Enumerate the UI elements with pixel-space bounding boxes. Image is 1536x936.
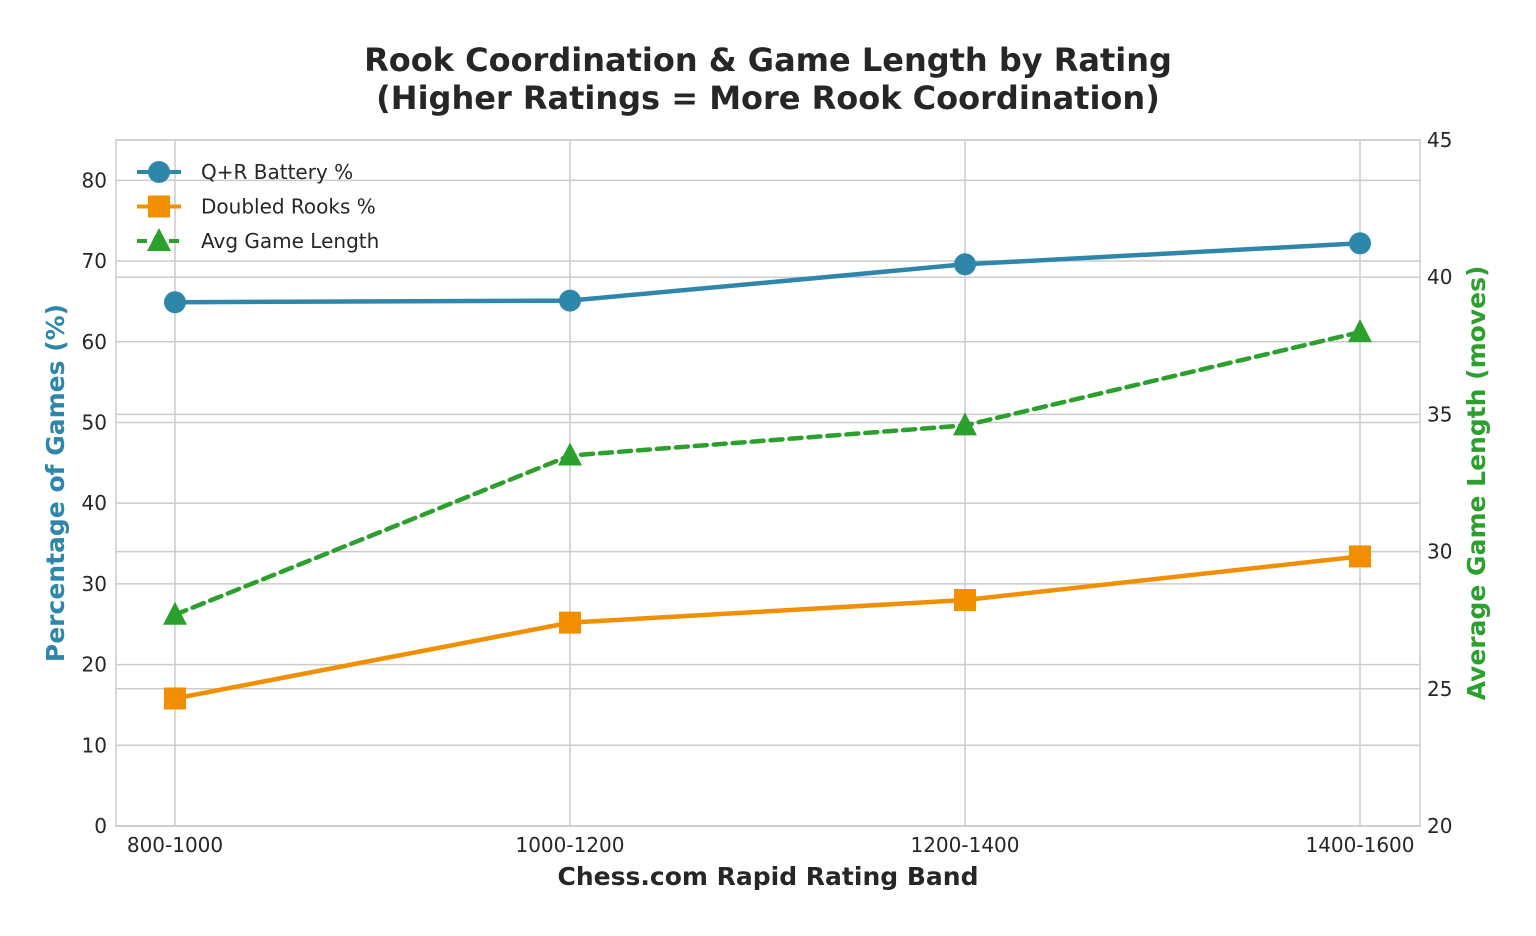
data-point-circle [1349, 232, 1371, 255]
y-tick-label-right: 35 [1427, 402, 1452, 426]
data-point-square [559, 611, 581, 634]
y-tick-label-right: 40 [1427, 265, 1452, 289]
y-tick-label-left: 30 [82, 572, 107, 596]
data-point-circle [954, 253, 976, 276]
y-tick-label-left: 80 [82, 168, 107, 192]
y-tick-label-left: 50 [82, 410, 107, 434]
legend-label: Doubled Rooks % [201, 195, 376, 219]
y-tick-label-right: 20 [1427, 814, 1452, 838]
data-point-triangle [953, 412, 977, 436]
legend-label: Avg Game Length [201, 229, 379, 253]
data-point-square [164, 687, 186, 710]
y-tick-label-right: 25 [1427, 677, 1452, 701]
legend: Q+R Battery % Doubled Rooks % Avg Game Len… [137, 160, 379, 253]
legend-marker-square [148, 195, 170, 218]
chart-subtitle: (Higher Ratings = More Rook Coordination… [376, 79, 1160, 117]
x-tick-label: 1000-1200 [515, 833, 624, 857]
y-tick-label-left: 70 [82, 249, 107, 273]
chart-title: Rook Coordination & Game Length by Ratin… [364, 41, 1172, 79]
plot-frame [115, 139, 1421, 827]
data-point-square [954, 589, 976, 612]
series-line [172, 329, 1363, 617]
legend-marker-triangle [147, 228, 171, 251]
tick-labels: 0 10 20 30 40 50 60 70 80 20 25 30 35 40 45 800-1000 100… [82, 128, 1453, 857]
y-tick-label-right: 30 [1427, 540, 1452, 564]
x-axis-label: Chess.com Rapid Rating Band [558, 862, 979, 891]
series-line [172, 554, 1363, 701]
data-point-square [1349, 545, 1371, 568]
data-point-triangle [1348, 319, 1372, 343]
y-axis-label-right: Average Game Length (moves) [1462, 266, 1491, 701]
y-tick-label-left: 0 [94, 814, 107, 838]
legend-label: Q+R Battery % [201, 160, 353, 184]
series-layer [163, 232, 1372, 710]
data-point-circle [559, 289, 581, 312]
x-tick-label: 1400-1600 [1305, 833, 1414, 857]
y-axis-label-left: Percentage of Games (%) [41, 304, 70, 662]
x-tick-label: 1200-1400 [910, 833, 1019, 857]
x-tick-label: 800-1000 [127, 833, 223, 857]
y-tick-label-left: 40 [82, 491, 107, 515]
y-tick-label-left: 60 [82, 330, 107, 354]
legend-marker-circle [148, 161, 170, 183]
data-point-triangle [558, 442, 582, 466]
y-tick-label-left: 10 [82, 733, 107, 757]
y-tick-label-right: 45 [1427, 128, 1452, 152]
data-point-circle [164, 291, 186, 314]
series-line [172, 241, 1363, 305]
data-point-triangle [163, 601, 187, 625]
y-tick-label-left: 20 [82, 653, 107, 677]
